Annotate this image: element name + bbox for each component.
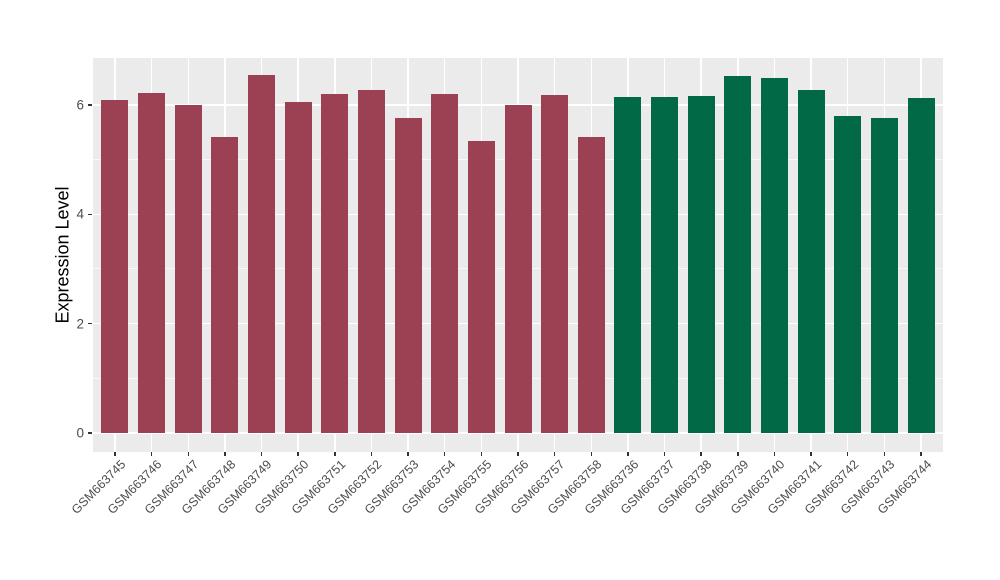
x-tick-mark [663,452,666,456]
bar [394,117,422,433]
bar [541,95,569,433]
bar [174,104,202,433]
y-tick-label: 6 [76,97,84,113]
x-tick-mark [297,452,299,456]
plot-panel [93,58,943,452]
bar [760,77,788,433]
x-tick-mark [443,452,446,456]
bar [431,93,459,433]
x-tick-mark [224,452,226,456]
y-tick-label: 0 [76,425,84,441]
bar [870,118,898,433]
y-tick-mark [88,104,92,106]
x-tick-mark [187,452,189,456]
x-tick-mark [517,452,519,456]
x-tick-mark [773,452,776,456]
x-tick-mark [810,452,812,456]
bar [248,74,276,433]
x-tick-mark [883,452,886,456]
bar [284,101,312,433]
x-tick-mark [920,452,922,456]
x-tick-mark [700,452,702,456]
bar [614,96,642,433]
bar [577,137,605,433]
y-tick-label: 2 [76,315,84,331]
x-tick-mark [627,452,629,456]
y-tick-mark [88,322,92,325]
bar [321,94,349,433]
bar [834,116,862,433]
y-tick-label: 4 [76,206,84,222]
bar [211,136,239,433]
bar [138,92,166,433]
x-tick-mark [334,452,336,456]
x-tick-mark [370,452,373,456]
x-tick-mark [737,452,739,456]
bar [687,95,715,433]
x-tick-mark [846,452,849,456]
bar [357,89,385,433]
y-tick-mark [88,213,92,216]
x-tick-mark [553,452,556,456]
bar [101,99,129,433]
x-tick-mark [114,452,116,456]
x-tick-mark [150,452,153,456]
y-tick-mark [88,432,92,434]
bar [724,76,752,433]
bar [651,96,679,433]
bar [467,140,495,433]
bar [797,89,825,433]
x-tick-mark [590,452,593,456]
x-tick-mark [407,452,409,456]
x-tick-mark [260,452,263,456]
bar [907,98,935,433]
x-tick-mark [480,452,483,456]
bar [504,104,532,433]
